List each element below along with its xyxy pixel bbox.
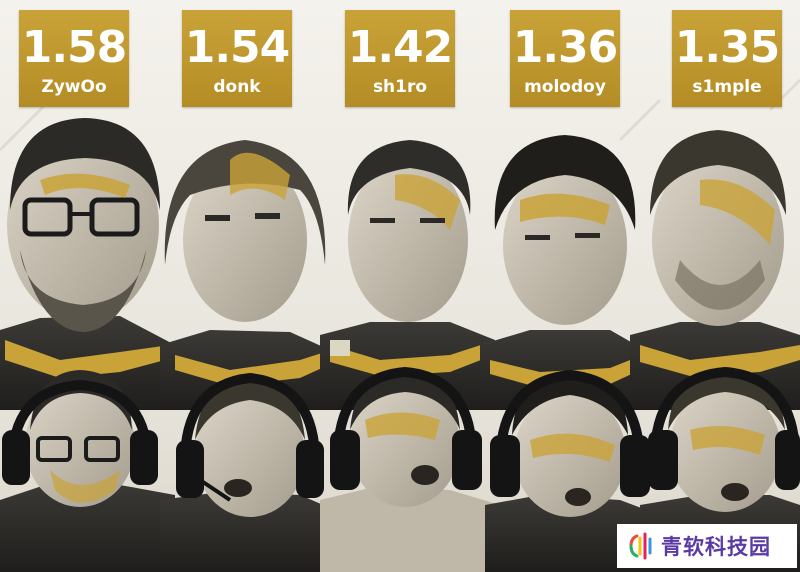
rating-badge-3: 1.42 sh1ro bbox=[345, 10, 455, 107]
headset-shot-3 bbox=[330, 366, 482, 507]
player-name: molodoy bbox=[524, 77, 606, 97]
rating-value: 1.42 bbox=[347, 22, 454, 73]
sound-wave-logo-icon bbox=[629, 532, 652, 560]
headset-shot-2 bbox=[176, 372, 324, 517]
rating-value: 1.58 bbox=[21, 22, 128, 73]
headset-shot-4 bbox=[490, 369, 650, 517]
watermark: 青软科技园 bbox=[617, 524, 797, 568]
rating-value: 1.54 bbox=[184, 22, 291, 73]
portrait-s1mple bbox=[630, 130, 800, 410]
portrait-sh1ro bbox=[320, 140, 495, 410]
portrait-molodoy bbox=[480, 135, 645, 410]
watermark-text: 青软科技园 bbox=[661, 535, 771, 559]
player-name: ZywOo bbox=[41, 77, 107, 97]
headset-shot-5 bbox=[648, 366, 800, 512]
player-name: s1mple bbox=[692, 77, 762, 97]
player-name: donk bbox=[213, 77, 261, 97]
rating-badge-2: 1.54 donk bbox=[182, 10, 292, 107]
portrait-zywoo bbox=[0, 118, 175, 410]
rating-badge-5: 1.35 s1mple bbox=[672, 10, 782, 107]
rating-badge-1: 1.58 ZywOo bbox=[19, 10, 129, 107]
rating-value: 1.36 bbox=[512, 22, 619, 73]
portrait-donk bbox=[160, 140, 330, 410]
rating-badge-4: 1.36 molodoy bbox=[510, 10, 620, 107]
rating-value: 1.35 bbox=[674, 22, 781, 73]
player-name: sh1ro bbox=[372, 77, 428, 97]
headset-shot-1 bbox=[2, 370, 158, 507]
